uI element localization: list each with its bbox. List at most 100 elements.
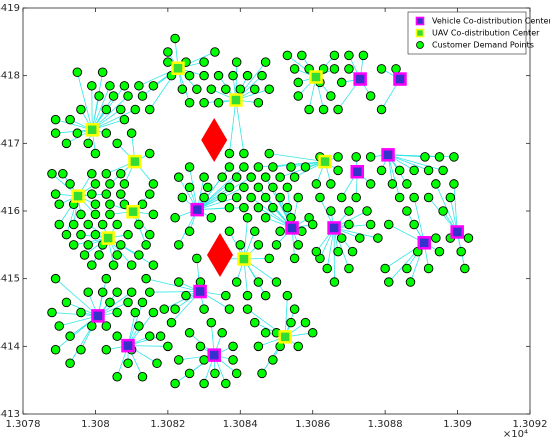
customer-point (250, 226, 260, 237)
customer-point (250, 84, 260, 94)
customer-point (199, 97, 209, 108)
customer-point (130, 307, 141, 318)
y-tick-label: 4414 (0, 341, 20, 352)
customer-point (260, 328, 271, 338)
customer-point (326, 179, 336, 189)
customer-point (282, 202, 293, 213)
y-tick-label: 4417 (0, 138, 20, 149)
customer-point (90, 229, 101, 240)
customer-point (87, 169, 97, 179)
x-tick-label: 1.3088 (368, 419, 403, 430)
customer-point (90, 148, 101, 159)
customer-point (134, 250, 144, 260)
customer-point (260, 213, 271, 223)
route (387, 154, 444, 171)
customer-point (101, 128, 112, 138)
customer-point (58, 169, 68, 179)
customer-point (409, 192, 419, 203)
customer-point (217, 172, 227, 182)
customer-point (264, 84, 275, 94)
customer-point (286, 213, 296, 223)
customer-point (101, 189, 112, 199)
x-tick-label: 1.3092 (513, 419, 548, 430)
customer-point (351, 152, 361, 162)
customer-point (112, 307, 122, 318)
customer-point (144, 229, 155, 240)
customer-point (333, 165, 343, 176)
customer-point (423, 263, 434, 274)
customer-point (250, 317, 260, 328)
customer-point (264, 253, 275, 264)
customer-point (253, 97, 264, 108)
customer-point (144, 104, 155, 115)
customer-point (173, 172, 184, 182)
customer-point (387, 179, 398, 189)
customer-point (170, 304, 180, 314)
center-marker (450, 225, 464, 239)
customer-point (163, 57, 173, 67)
customer-point (148, 81, 159, 91)
customer-point (463, 233, 474, 243)
customer-point (105, 179, 115, 189)
customer-point (47, 307, 57, 318)
customer-point (79, 250, 90, 260)
y-tick-label: 4416 (0, 206, 20, 217)
customer-point (394, 165, 405, 176)
customer-point (275, 192, 285, 203)
customer-point (228, 355, 238, 365)
customer-point (224, 202, 235, 213)
customer-point (83, 138, 93, 149)
customer-point (260, 192, 271, 203)
customer-point (384, 219, 394, 230)
customer-point (434, 152, 445, 162)
customer-point (246, 192, 256, 203)
customer-point (235, 240, 246, 250)
customer-point (253, 240, 264, 250)
customer-point (242, 304, 253, 314)
customer-point (362, 206, 372, 216)
customer-point (184, 70, 195, 81)
customer-point (94, 250, 104, 260)
customer-point (112, 372, 122, 382)
customer-point (260, 57, 271, 67)
customer-point (239, 202, 249, 213)
route (51, 312, 98, 317)
route (197, 207, 244, 211)
customer-point (409, 165, 419, 176)
x-tick-label: 1.309 (443, 419, 472, 430)
customer-point (329, 50, 340, 61)
customer-point (420, 152, 430, 162)
customer-point (112, 138, 122, 149)
customer-point (181, 290, 191, 301)
customer-point (456, 246, 466, 257)
customer-point (76, 229, 86, 240)
customer-point (97, 219, 108, 230)
route (250, 197, 293, 229)
customer-point (257, 368, 267, 379)
customer-point (173, 277, 184, 287)
customer-point (246, 172, 256, 182)
customer-point (434, 246, 445, 257)
customer-point (206, 213, 217, 223)
customer-point (445, 192, 456, 203)
customer-point (253, 341, 264, 352)
route (235, 99, 245, 154)
customer-point (329, 64, 340, 74)
customer-point (177, 192, 188, 203)
customer-point (50, 114, 61, 125)
customer-point (50, 344, 61, 355)
customer-point (242, 70, 253, 81)
customer-point (148, 179, 159, 189)
customer-point (329, 277, 340, 287)
customer-point (101, 344, 112, 355)
customer-point (384, 277, 394, 287)
route (284, 295, 288, 337)
customer-point (112, 287, 122, 297)
route (55, 278, 99, 317)
customer-point (126, 260, 137, 270)
customer-point (87, 321, 97, 331)
customer-point (231, 192, 242, 203)
customer-point (108, 260, 119, 270)
customer-point (268, 202, 278, 213)
customer-point (87, 189, 97, 199)
